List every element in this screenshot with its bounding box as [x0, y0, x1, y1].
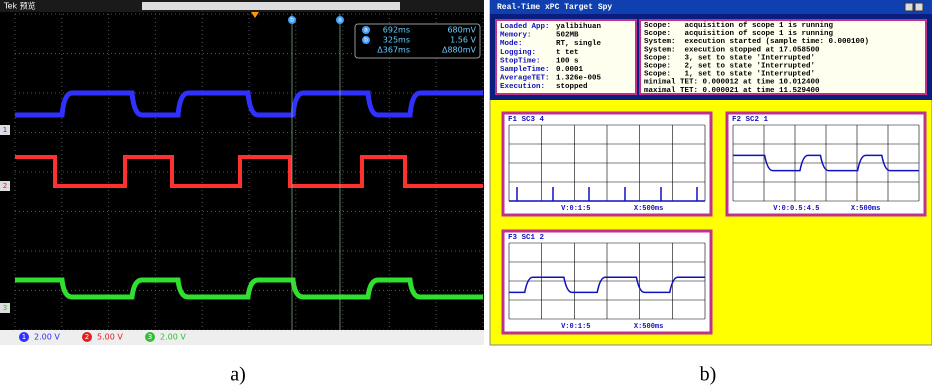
close-button[interactable]	[915, 3, 923, 11]
info-label: Memory:	[500, 32, 532, 40]
readout-volt: Δ880mV	[442, 46, 477, 55]
log-line: Scope: 2, set to state 'Interrupted'	[644, 62, 815, 70]
channel-marker-label: 2	[3, 182, 7, 190]
scope-y-label: V:0:1:5	[561, 323, 590, 331]
log-line: Scope: acquisition of scope 1 is running	[644, 30, 834, 38]
info-label: SampleTime:	[500, 66, 550, 74]
figure: Real-Time xPC Target Spy a) b) Tek 预览 a 6…	[0, 0, 932, 392]
readout-volt: 1.56 V	[450, 36, 476, 45]
scope-title: F3 SC1 2	[508, 234, 545, 242]
log-line: maximal TET: 0.000021 at time 11.529400	[644, 87, 820, 95]
record-bar	[142, 2, 400, 10]
log-line: System: execution started (sample time: …	[644, 38, 869, 46]
info-value: stopped	[556, 83, 588, 91]
cursor-tag-label: a	[338, 17, 342, 24]
readout-time: 325ms	[383, 36, 410, 45]
scope-y-label: V:0:1:5	[561, 205, 590, 213]
channel-id: 1	[22, 333, 26, 341]
info-value: 502MB	[556, 32, 579, 40]
log-line: minimal TET: 0.000012 at time 10.012400	[644, 79, 820, 87]
readout-time: 692ms	[383, 26, 410, 35]
channel-marker-label: 1	[3, 126, 7, 134]
channel-id: 3	[148, 333, 152, 341]
cursor-icon-label: a	[364, 27, 368, 34]
scope-x-label: X:500ms	[634, 323, 663, 331]
scope-title: F2 SC2 1	[732, 116, 769, 124]
scope-y-label: V:0:0.5:4.5	[773, 205, 819, 213]
scope-title: F1 SC3 4	[508, 116, 545, 124]
channel-id: 2	[85, 333, 89, 341]
readout-time: Δ367ms	[377, 46, 410, 55]
info-value: 1.326e-005	[556, 75, 602, 83]
scope-header: Tek 预览	[3, 1, 36, 11]
info-label: Logging:	[500, 49, 536, 57]
min-button[interactable]	[905, 3, 913, 11]
channel-scale: 2.00 V	[34, 333, 60, 342]
info-label: StopTime:	[500, 57, 541, 65]
log-line: Scope: 1, set to state 'Interrupted'	[644, 71, 815, 79]
log-line: Scope: acquisition of scope 1 is running	[644, 22, 834, 30]
log-line: System: execution stopped at 17.058500	[644, 46, 820, 54]
info-label: Execution:	[500, 83, 545, 91]
scope-footer-bar	[0, 330, 484, 345]
scope-x-label: X:500ms	[634, 205, 663, 213]
channel-marker-label: 3	[3, 304, 7, 312]
info-value: RT, single	[556, 40, 602, 48]
info-value: 0.0001	[556, 66, 584, 74]
readout-volt: 680mV	[447, 26, 476, 35]
info-label: Loaded App:	[500, 23, 550, 31]
page: {"figure_labels": ["a)", "b)"], "oscillo…	[0, 0, 932, 392]
info-label: AverageTET:	[500, 75, 550, 83]
cursor-tag-label: b	[290, 17, 294, 24]
figure-label: a)	[230, 364, 246, 386]
cursor-icon-label: b	[364, 37, 368, 44]
info-value: yalibihuan	[556, 23, 602, 31]
channel-scale: 2.00 V	[160, 333, 186, 342]
spy-title: Real-Time xPC Target Spy	[497, 3, 612, 12]
scope-x-label: X:500ms	[851, 205, 880, 213]
info-value: t tet	[556, 49, 579, 57]
info-value: 100 s	[556, 57, 579, 65]
figure-label: b)	[700, 364, 717, 386]
log-line: Scope: 3, set to state 'Interrupted'	[644, 54, 815, 62]
info-label: Mode:	[500, 40, 523, 48]
channel-scale: 5.00 V	[97, 333, 123, 342]
